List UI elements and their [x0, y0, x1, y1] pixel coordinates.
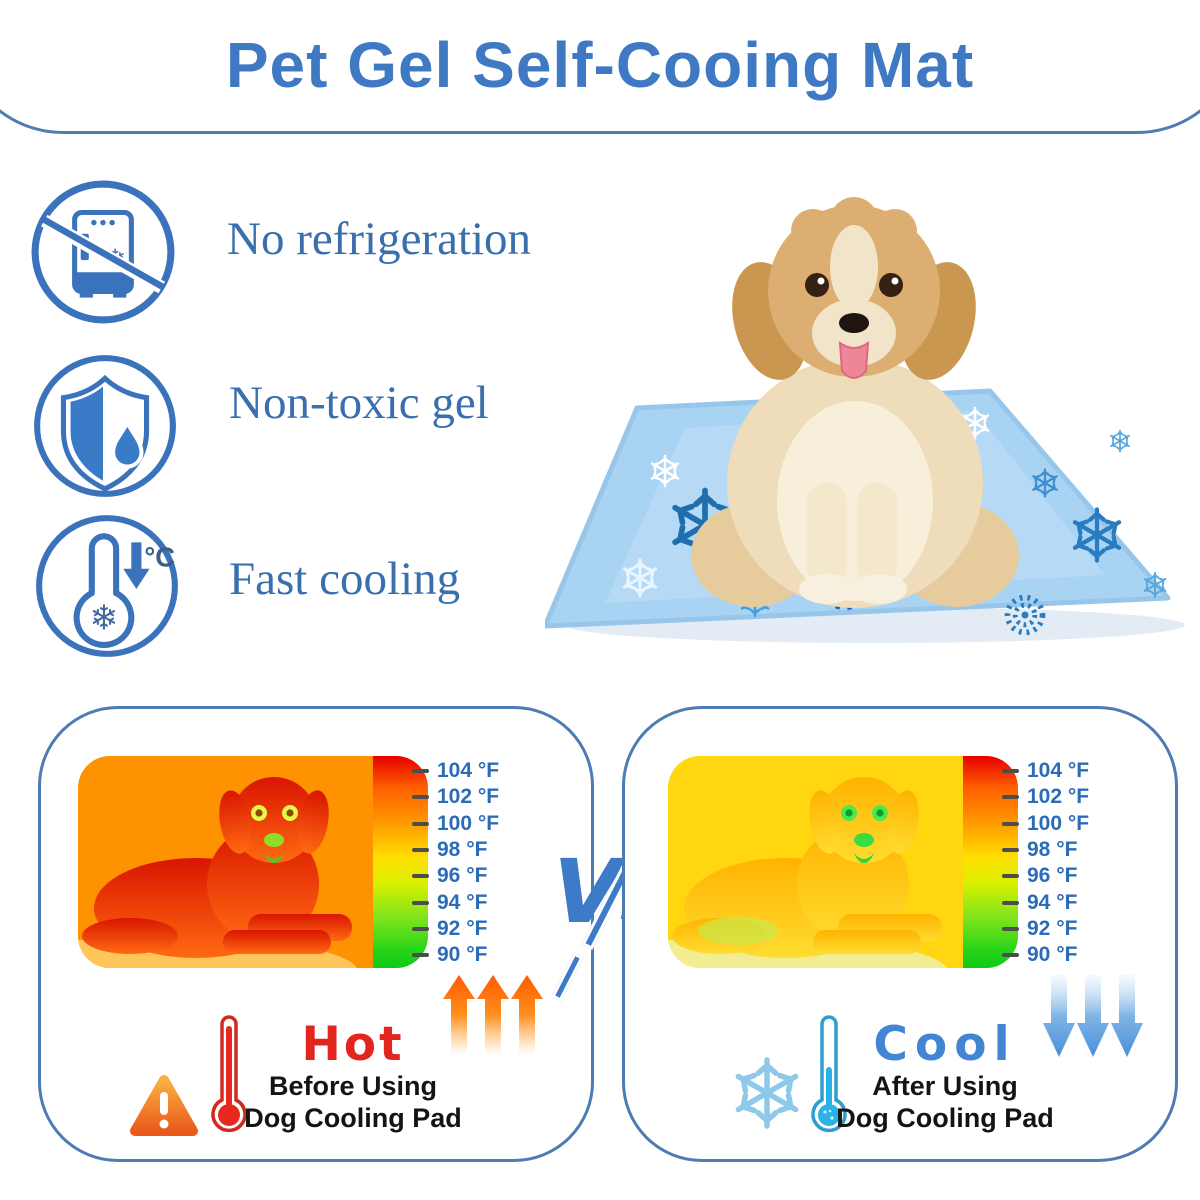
scale-row: 98 °F: [412, 837, 499, 863]
feature-no-refrigeration: No refrigeration: [227, 213, 532, 265]
scale-row: 100 °F: [1002, 811, 1089, 837]
tick-mark: [1002, 953, 1019, 958]
warning-icon: [130, 1075, 198, 1136]
tick-mark: [1002, 848, 1019, 853]
cool-label: Cool: [873, 1017, 1017, 1072]
heat-rising-arrows-icon: [443, 975, 543, 1055]
scale-row: 98 °F: [1002, 837, 1089, 863]
temperature-scale-labels: 104 °F 102 °F 100 °F 98 °F 96 °F 94 °F 9…: [1002, 758, 1089, 968]
temp-label: 104 °F: [437, 759, 500, 783]
temperature-dropping-arrows-icon: [1043, 975, 1143, 1057]
hot-thermometer-icon: [211, 1015, 247, 1133]
puppy-tongue: [838, 340, 870, 379]
after-using-panel: 104 °F 102 °F 100 °F 98 °F 96 °F 94 °F 9…: [622, 706, 1178, 1162]
snowflake-icon: [729, 1051, 805, 1135]
temp-label: 98 °F: [1027, 838, 1078, 862]
feature-fast-cooling: Fast cooling: [229, 553, 461, 605]
cool-caption: Cool After Using Dog Cooling Pad: [825, 1019, 1065, 1134]
temp-label: 94 °F: [437, 890, 488, 914]
before-using-panel: 104 °F 102 °F 100 °F 98 °F 96 °F 94 °F 9…: [38, 706, 594, 1162]
temp-label: 92 °F: [437, 916, 488, 940]
tick-mark: [1002, 769, 1019, 774]
hot-caption-line2: Dog Cooling Pad: [244, 1102, 462, 1133]
tick-mark: [412, 900, 429, 905]
scale-row: 94 °F: [412, 889, 499, 915]
temp-label: 102 °F: [437, 785, 500, 809]
feature-non-toxic-gel: Non-toxic gel: [229, 377, 489, 429]
tick-mark: [1002, 874, 1019, 879]
tick-mark: [412, 769, 429, 774]
puppy: [691, 197, 1019, 608]
celsius-label: °C: [144, 542, 175, 573]
page-title: Pet Gel Self-Cooing Mat: [225, 29, 975, 101]
temp-label: 90 °F: [1027, 943, 1078, 967]
temp-label: 94 °F: [1027, 890, 1078, 914]
temp-label: 100 °F: [437, 811, 500, 835]
puppy-eye: [879, 273, 903, 297]
temperature-gradient-bar: [373, 756, 428, 968]
temp-label: 98 °F: [437, 838, 488, 862]
scale-row: 94 °F: [1002, 889, 1089, 915]
tick-mark: [412, 874, 429, 879]
scale-row: 90 °F: [1002, 942, 1089, 968]
scale-row: 102 °F: [1002, 784, 1089, 810]
temp-label: 96 °F: [1027, 864, 1078, 888]
tick-mark: [412, 926, 429, 931]
hot-caption-line1: Before Using: [268, 1070, 438, 1101]
puppy-on-cooling-mat-image: [545, 197, 1185, 643]
temp-label: 104 °F: [1027, 759, 1090, 783]
hot-label: Hot: [301, 1017, 405, 1072]
tick-mark: [412, 821, 429, 826]
scale-row: 96 °F: [412, 863, 499, 889]
hot-caption: Hot Before Using Dog Cooling Pad: [233, 1019, 473, 1134]
temp-label: 96 °F: [437, 864, 488, 888]
tick-mark: [412, 848, 429, 853]
tick-mark: [1002, 900, 1019, 905]
svg-text:❄: ❄: [90, 600, 119, 638]
cool-caption-line2: Dog Cooling Pad: [836, 1102, 1054, 1133]
scale-row: 90 °F: [412, 942, 499, 968]
scale-row: 92 °F: [1002, 916, 1089, 942]
tick-mark: [1002, 926, 1019, 931]
temp-label: 100 °F: [1027, 811, 1090, 835]
scale-row: 92 °F: [412, 916, 499, 942]
scale-row: 102 °F: [412, 784, 499, 810]
scale-row: 104 °F: [412, 758, 499, 784]
tick-mark: [1002, 795, 1019, 800]
temp-label: 102 °F: [1027, 785, 1090, 809]
no-refrigeration-icon: ❄: [27, 176, 179, 328]
fast-cooling-icon: ❄ °C: [31, 510, 183, 662]
tick-mark: [1002, 821, 1019, 826]
title-banner: [0, 0, 1200, 134]
temperature-scale-labels: 104 °F 102 °F 100 °F 98 °F 96 °F 94 °F 9…: [412, 758, 499, 968]
thermal-image-cool: [668, 756, 1018, 968]
tick-mark: [412, 795, 429, 800]
scale-row: 96 °F: [1002, 863, 1089, 889]
temp-label: 90 °F: [437, 943, 488, 967]
cool-caption-line1: After Using: [872, 1070, 1018, 1101]
temp-label: 92 °F: [1027, 916, 1078, 940]
scale-row: 100 °F: [412, 811, 499, 837]
puppy-nose: [839, 313, 869, 333]
tick-mark: [412, 953, 429, 958]
cool-thermometer-icon: [811, 1015, 847, 1133]
scale-row: 104 °F: [1002, 758, 1089, 784]
temperature-gradient-bar: [963, 756, 1018, 968]
non-toxic-gel-icon: [29, 350, 181, 502]
thermal-image-hot: [78, 756, 428, 968]
puppy-eye: [805, 273, 829, 297]
